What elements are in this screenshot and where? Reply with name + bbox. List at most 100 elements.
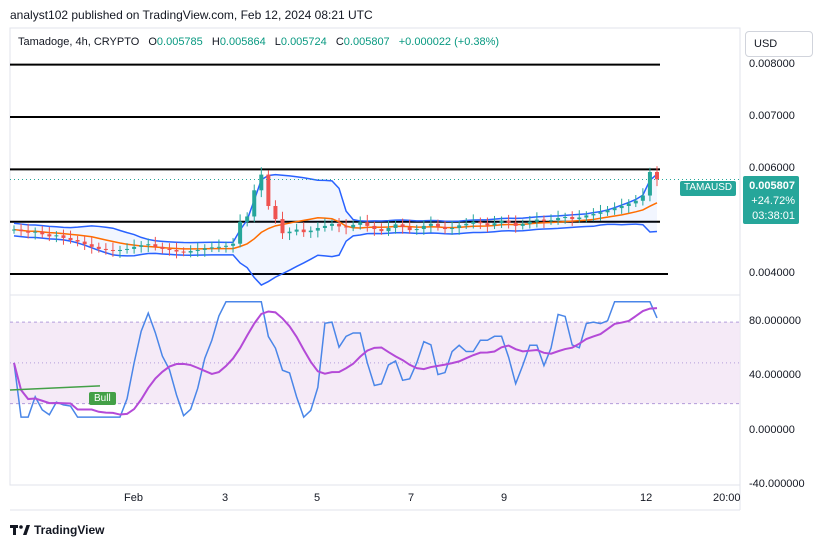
candle-body-44 bbox=[322, 225, 327, 228]
candle-body-25 bbox=[188, 251, 193, 253]
candle-body-89 bbox=[640, 195, 645, 201]
candle-body-83 bbox=[598, 212, 603, 214]
candle-body-75 bbox=[541, 219, 546, 222]
ticker-tag: TAMAUSD bbox=[680, 181, 737, 196]
bollinger-fill bbox=[14, 174, 657, 286]
candle-body-0 bbox=[12, 229, 16, 231]
candle-body-54 bbox=[393, 224, 398, 228]
footer-brand: TradingView bbox=[34, 523, 105, 537]
candle-body-6 bbox=[54, 235, 59, 237]
candle-body-45 bbox=[329, 223, 334, 226]
candle-body-87 bbox=[626, 203, 631, 206]
currency-button[interactable]: USD bbox=[745, 31, 813, 57]
rsi-ma-line bbox=[13, 307, 658, 416]
candle-body-68 bbox=[492, 223, 497, 226]
open-value: 0.005785 bbox=[156, 36, 203, 48]
candle-body-60 bbox=[435, 223, 440, 227]
candle-body-91 bbox=[655, 171, 659, 180]
candle-body-20 bbox=[153, 244, 158, 247]
candle-body-63 bbox=[457, 225, 462, 228]
candle-body-23 bbox=[174, 249, 179, 252]
candle-body-35 bbox=[259, 174, 264, 191]
rsi-tick-1: 40.000000 bbox=[749, 369, 801, 382]
price-tick-2: 0.006000 bbox=[749, 162, 795, 175]
candle-body-77 bbox=[556, 218, 561, 221]
candle-body-52 bbox=[379, 229, 384, 232]
candle-body-84 bbox=[605, 210, 610, 213]
tradingview-logo-icon bbox=[10, 525, 30, 535]
time-tick-1: 3 bbox=[222, 492, 229, 504]
candle-body-9 bbox=[75, 240, 80, 242]
candle-body-59 bbox=[428, 223, 433, 226]
candle-body-18 bbox=[139, 245, 144, 247]
candle-body-42 bbox=[308, 230, 313, 233]
candle-body-22 bbox=[167, 248, 172, 250]
publisher-credit: analyst102 published on TradingView.com,… bbox=[10, 8, 373, 22]
candle-body-69 bbox=[499, 220, 504, 224]
candle-body-4 bbox=[40, 231, 45, 235]
candle-body-19 bbox=[146, 244, 151, 246]
candle-body-61 bbox=[443, 226, 448, 230]
candle-body-48 bbox=[351, 224, 356, 228]
candle-body-86 bbox=[619, 206, 624, 209]
candle-body-39 bbox=[287, 231, 292, 234]
candle-body-46 bbox=[337, 223, 342, 227]
candle-body-50 bbox=[365, 222, 370, 226]
bollinger-basis bbox=[13, 202, 658, 250]
candle-body-24 bbox=[181, 251, 186, 253]
candle-body-16 bbox=[125, 248, 130, 250]
candle-body-85 bbox=[612, 208, 617, 211]
candle-body-37 bbox=[273, 206, 278, 220]
countdown: 03:38:01 bbox=[752, 210, 795, 222]
time-tick-2: 5 bbox=[314, 492, 321, 504]
bollinger-lower bbox=[13, 223, 658, 286]
candle-body-78 bbox=[563, 216, 568, 219]
candle-body-12 bbox=[96, 246, 101, 249]
candle-body-31 bbox=[231, 243, 236, 246]
candle-body-1 bbox=[19, 229, 24, 232]
rsi-tick-2: 0.000000 bbox=[749, 423, 795, 436]
tradingview-footer[interactable]: TradingView bbox=[10, 523, 104, 537]
candle-body-74 bbox=[534, 219, 539, 222]
candle-body-66 bbox=[478, 221, 483, 224]
candle-body-11 bbox=[89, 244, 94, 247]
bollinger-upper bbox=[13, 173, 658, 244]
candle-body-32 bbox=[238, 221, 243, 244]
candle-body-13 bbox=[103, 248, 108, 250]
candle-body-73 bbox=[527, 221, 532, 224]
candle-body-33 bbox=[245, 216, 250, 222]
last-price-box: 0.005807 +24.72% 03:38:01 bbox=[743, 176, 799, 224]
low-value: 0.005724 bbox=[280, 36, 327, 48]
candle-body-81 bbox=[584, 215, 589, 218]
candle-body-10 bbox=[82, 241, 87, 245]
change-value: +0.000022 (+0.38%) bbox=[398, 36, 500, 48]
candle-body-34 bbox=[252, 190, 257, 217]
candle-body-15 bbox=[117, 249, 122, 252]
bull-divergence-line bbox=[9, 385, 101, 391]
time-tick-5: 12 bbox=[640, 492, 653, 504]
candle-body-88 bbox=[633, 200, 638, 204]
candle-body-90 bbox=[647, 171, 652, 196]
candle-body-72 bbox=[520, 223, 525, 226]
price-tick-0: 0.008000 bbox=[749, 57, 795, 70]
candle-body-82 bbox=[591, 213, 596, 216]
candle-body-29 bbox=[216, 246, 221, 248]
candle-body-55 bbox=[400, 224, 405, 227]
time-tick-0: Feb bbox=[124, 492, 143, 504]
candle-body-49 bbox=[358, 222, 363, 225]
candle-body-36 bbox=[266, 174, 271, 206]
candle-body-2 bbox=[26, 231, 31, 233]
candle-body-67 bbox=[485, 223, 490, 226]
candle-body-58 bbox=[421, 225, 426, 230]
candle-body-51 bbox=[372, 225, 377, 230]
candle-body-64 bbox=[464, 223, 469, 226]
candle-body-43 bbox=[315, 227, 320, 231]
time-tick-6: 20:00 bbox=[713, 492, 741, 504]
candle-body-65 bbox=[471, 221, 476, 224]
candle-body-14 bbox=[110, 249, 115, 252]
candle-body-7 bbox=[61, 235, 66, 238]
low-label: L bbox=[274, 36, 281, 48]
candle-body-79 bbox=[570, 216, 575, 220]
candle-body-26 bbox=[195, 249, 200, 252]
